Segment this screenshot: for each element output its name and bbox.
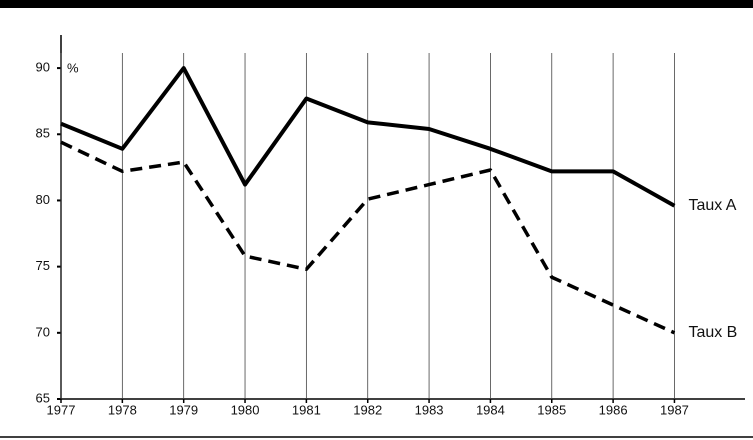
y-axis-unit: % bbox=[67, 60, 79, 75]
x-tick-label: 1987 bbox=[660, 402, 689, 417]
y-tick-label: 80 bbox=[36, 192, 50, 207]
x-tick-label: 1986 bbox=[599, 402, 628, 417]
x-tick-label: 1982 bbox=[353, 402, 382, 417]
y-tick-label: 90 bbox=[36, 60, 50, 75]
y-tick-label: 85 bbox=[36, 126, 50, 141]
series-line bbox=[60, 140, 676, 335]
x-tick-label: 1980 bbox=[231, 402, 260, 417]
series-label: Taux B bbox=[688, 324, 737, 341]
x-tick-label: 1981 bbox=[292, 402, 321, 417]
series-line bbox=[60, 66, 676, 208]
y-tick-label: 65 bbox=[36, 390, 50, 405]
x-tick-label: 1979 bbox=[169, 402, 198, 417]
x-tick-label: 1977 bbox=[47, 402, 76, 417]
x-tick-label: 1985 bbox=[537, 402, 566, 417]
y-tick-label: 70 bbox=[36, 324, 50, 339]
x-tick-label: 1984 bbox=[476, 402, 505, 417]
x-tick-label: 1978 bbox=[108, 402, 137, 417]
x-tick-label: 1983 bbox=[415, 402, 444, 417]
y-tick-label: 75 bbox=[36, 258, 50, 273]
top-rule bbox=[0, 0, 753, 8]
series-label: Taux A bbox=[688, 197, 736, 214]
